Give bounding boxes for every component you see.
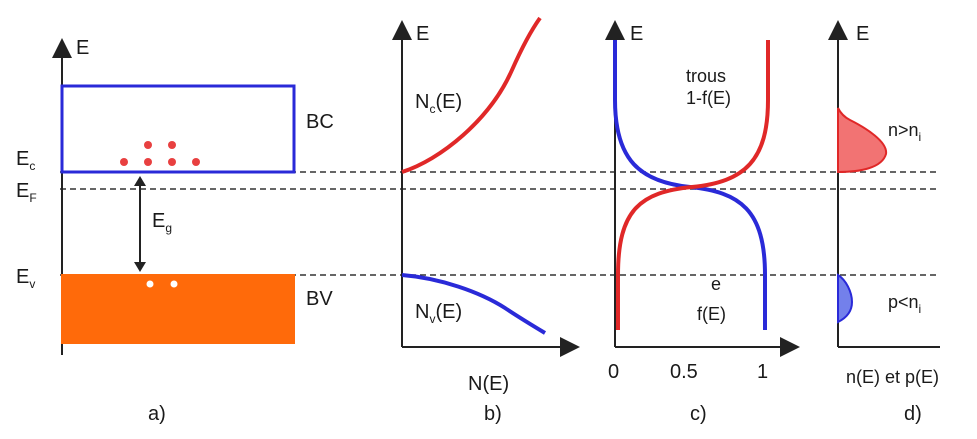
- holes-label-2: 1-f(E): [686, 88, 731, 108]
- panel-d-axis-label: E: [856, 23, 869, 45]
- panel-b: E Nc(E) Nv(E) N(E) b): [392, 16, 580, 425]
- panel-c-axis-label: E: [630, 23, 643, 45]
- electron-dots: [120, 141, 200, 166]
- hole-dots: [146, 280, 178, 288]
- hole-distribution: [837, 273, 854, 324]
- panel-a: E BC BV Ec EF Ev Eg a): [16, 37, 334, 425]
- electrons-label-1: e: [711, 274, 721, 294]
- panel-d-label: d): [904, 403, 922, 425]
- electrons-label-2: f(E): [697, 304, 726, 324]
- n-relation-label: n>ni: [888, 120, 921, 144]
- conduction-band: [60, 84, 296, 174]
- panel-d-x-label: n(E) et p(E): [846, 367, 939, 387]
- tick-1-label: 1: [757, 361, 768, 383]
- gap-label: Eg: [152, 210, 172, 235]
- holes-label-1: trous: [686, 66, 726, 86]
- valence-band: [61, 274, 295, 344]
- panel-b-label: b): [484, 403, 502, 425]
- electron-distribution: [837, 107, 888, 174]
- panel-d: E n>ni p<ni n(E) et p(E) d): [828, 20, 940, 425]
- panel-c: E trous 1-f(E) e f(E) 0 0.5 1 c): [605, 20, 800, 425]
- tick-0-label: 0: [608, 361, 619, 383]
- nv-curve: [401, 273, 547, 335]
- conduction-band-label: BC: [306, 111, 334, 133]
- level-ev-label: Ev: [16, 266, 35, 291]
- level-ec-label: Ec: [16, 148, 35, 173]
- valence-band-label: BV: [306, 288, 333, 310]
- tick-05-label: 0.5: [670, 361, 698, 383]
- nc-curve: [401, 16, 542, 174]
- level-ef-label: EF: [16, 180, 37, 205]
- nc-label: Nc(E): [415, 91, 462, 116]
- panel-b-x-label: N(E): [468, 373, 509, 395]
- panel-a-label: a): [148, 403, 166, 425]
- holes-1minusf-curve: [616, 40, 770, 330]
- panel-a-axis-label: E: [76, 37, 89, 59]
- nv-label: Nv(E): [415, 301, 462, 326]
- panel-c-label: c): [690, 403, 707, 425]
- p-relation-label: p<ni: [888, 292, 921, 316]
- gap-arrow: [134, 176, 146, 272]
- panel-b-axis-label: E: [416, 23, 429, 45]
